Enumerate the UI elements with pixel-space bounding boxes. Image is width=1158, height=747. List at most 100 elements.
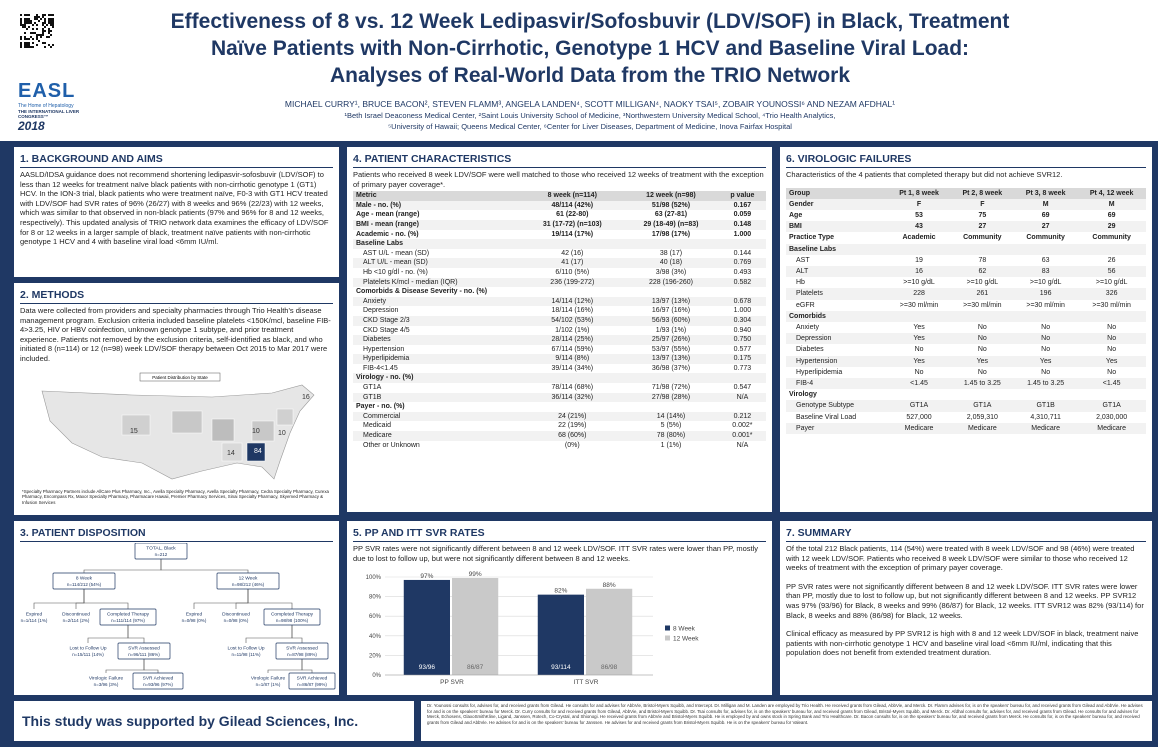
flow-count: n=96/111 (86%) [128, 652, 160, 657]
row-label: Gender [789, 200, 814, 208]
qr-cell [44, 18, 46, 20]
flow-box [56, 609, 96, 625]
cell: 0.212 [733, 412, 752, 420]
cell: GT1A [973, 402, 992, 410]
row-label: Hb [796, 279, 805, 287]
row-label: FIB-4<1.45 [363, 364, 398, 372]
cell: 2,030,000 [1096, 413, 1128, 421]
cell: 0.059 [733, 211, 752, 219]
legend-swatch [665, 625, 670, 631]
cell: No [1041, 335, 1051, 343]
qr-cell [36, 24, 38, 26]
row-label: Male - no. (%) [356, 201, 402, 209]
qr-cell [36, 14, 38, 16]
cell: 26 [1107, 256, 1116, 264]
cell: 42 (16) [561, 249, 584, 257]
table-row: CKD Stage 4/5 1/102 (1%) 1/93 (1%) 0.940 [353, 326, 766, 336]
table-row: Platelets 228 261 196 326 [786, 288, 1146, 300]
row-label: Genotype Subtype [796, 402, 854, 410]
cell: No [914, 368, 924, 376]
failures-table: Group Pt 1, 8 week Pt 2, 8 week Pt 3, 8 wee… [786, 187, 1146, 435]
cell: 2,059,310 [966, 413, 998, 421]
state [276, 408, 294, 426]
table-wrap: Group Pt 1, 8 week Pt 2, 8 week Pt 3, 8 wee… [786, 187, 1146, 435]
heading: 6. VIROLOGIC FAILURES [786, 153, 1146, 168]
row-label: Hypertension [363, 345, 405, 353]
cell: M [1042, 200, 1049, 208]
qr-cell [32, 46, 34, 48]
table-row: Other or Unknown (0%) 1 (1%) N/A [353, 441, 766, 451]
cell: 63 (27-81) [654, 211, 688, 219]
column-header: Metric [353, 191, 522, 201]
qr-cell [28, 14, 30, 16]
qr-cell [24, 18, 26, 20]
table-row: Medicare 68 (60%) 78 (80%) 0.001* [353, 431, 766, 441]
qr-cell [44, 46, 46, 48]
flow-link [235, 589, 249, 609]
authors: MICHAEL CURRY¹, BRUCE BACON², STEVEN FLA… [284, 99, 896, 109]
cell: Yes [976, 357, 989, 365]
value-label: 97% [420, 573, 433, 580]
qr-cell [28, 38, 30, 40]
paragraph: Data were collected from providers and s… [20, 306, 331, 363]
qr-cell [26, 42, 28, 44]
footnote: *Specialty Pharmacy Partners include All… [22, 489, 329, 505]
flow-link [83, 559, 162, 573]
table-row: Male - no. (%) 48/114 (42%) 51/98 (52%) 0.1… [353, 200, 766, 211]
row-label: Anxiety [796, 324, 819, 332]
state [246, 442, 266, 462]
cell: 19 [915, 256, 923, 264]
svr-section: 5. PP AND ITT SVR RATES PP SVR rates wer… [347, 521, 772, 695]
cell: 0.750 [733, 336, 752, 344]
disclosure-box: Dr. Younossi consults for, advises for, … [421, 701, 1152, 741]
cell: 36/98 (37%) [651, 364, 691, 372]
column-header: Group [786, 187, 888, 199]
flow-count: n=0/98 (0%) [224, 618, 249, 623]
heading: 3. PATIENT DISPOSITION [20, 527, 333, 542]
qr-cell [26, 20, 28, 22]
cell: 6/110 (5%) [555, 268, 590, 276]
row-label: Depression [363, 307, 399, 315]
flow-label: 12 Week [239, 576, 258, 582]
flow-count: n=212 [155, 552, 168, 557]
x-tick-label: ITT SVR [574, 679, 599, 686]
cell: 0.582 [733, 278, 752, 286]
y-tick-label: 0% [372, 673, 381, 679]
qr-cell [24, 46, 26, 48]
qr-cell [50, 20, 52, 22]
cell: 63 [1041, 256, 1050, 264]
qr-cell [20, 42, 22, 44]
qr-cell [38, 16, 40, 18]
cell: <1.45 [1102, 380, 1121, 388]
cell: N/A [736, 393, 749, 401]
cell: 54/102 (53%) [551, 316, 594, 324]
column-header: Pt 3, 8 week [1013, 187, 1078, 199]
qr-cell [30, 36, 32, 38]
flow-box [177, 609, 211, 625]
flow-box [65, 643, 111, 659]
cell: No [977, 346, 987, 354]
flow-label: SVR Assessed [286, 646, 318, 652]
qr-cell [20, 46, 22, 48]
support: This study was supported by Gilead Scien… [22, 713, 359, 729]
table-row: ALT U/L - mean (SD) 41 (17) 40 (18) 0.769 [353, 258, 766, 268]
cell: 78 [978, 256, 987, 264]
row-label: Anxiety [363, 297, 386, 305]
title-line: Analyses of Real-World Data from the TRI… [329, 64, 851, 87]
cell: (0%) [564, 441, 580, 449]
cell: 71/98 (72%) [651, 384, 691, 392]
qr-cell [20, 18, 22, 20]
qr-cell [44, 20, 46, 22]
disclosure: Dr. Younossi consults for, advises for, … [427, 703, 1143, 725]
logo-tagline: The Home of Hepatology [18, 103, 74, 109]
cell: 1/93 (1%) [655, 326, 687, 334]
flow-link [247, 589, 293, 609]
flow-box [132, 672, 184, 690]
cell: 14/114 (12%) [551, 297, 594, 305]
row-label: Hyperlipidemia [796, 368, 843, 376]
table-row: ALT 16 62 83 56 [786, 266, 1146, 278]
row-label: AST [796, 256, 810, 264]
table-row: Depression 18/114 (16%) 16/97 (16%) 1.000 [353, 306, 766, 316]
cell: Yes [913, 357, 925, 365]
summary-section: 7. SUMMARY Of the total 212 Black patien… [780, 521, 1152, 695]
